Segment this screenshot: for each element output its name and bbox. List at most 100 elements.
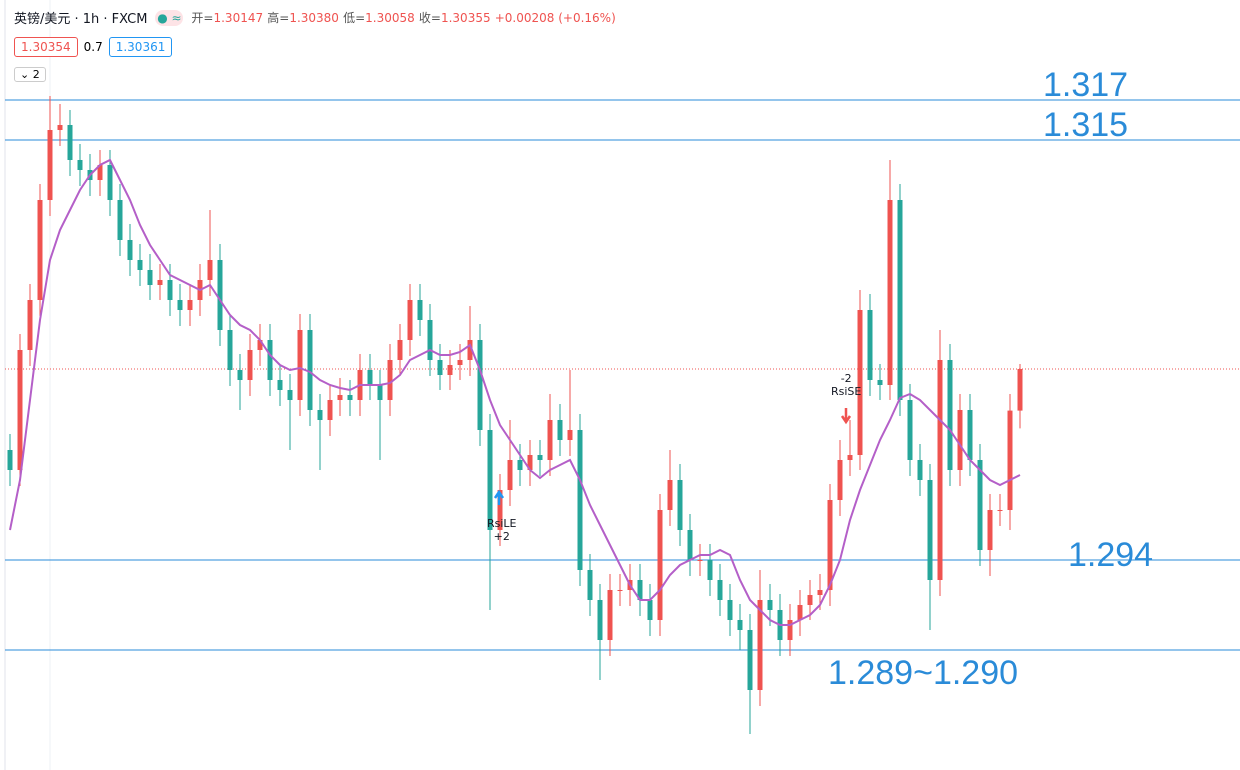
candle-body <box>217 260 223 330</box>
candle-body <box>367 370 373 385</box>
ohlc-value: 1.30058 <box>365 11 415 25</box>
candle-body <box>917 460 923 480</box>
candle-body <box>687 530 693 560</box>
header: 英镑/美元 · 1h · FXCM ● ≈ 开=1.30147 高=1.3038… <box>14 8 616 27</box>
collapse-count: 2 <box>32 68 40 81</box>
candle-body <box>97 165 103 180</box>
candle-body <box>337 395 343 400</box>
signal-qty: -2 <box>840 372 852 385</box>
candle-body <box>157 280 163 285</box>
candle-body <box>817 590 823 595</box>
candle-body <box>767 600 773 610</box>
candle-body <box>957 410 963 470</box>
candle-body <box>977 460 983 550</box>
candle-body <box>457 360 463 365</box>
candle-body <box>77 160 83 170</box>
signal-label: RsiSE <box>831 385 862 398</box>
status-pill[interactable]: ● ≈ <box>155 9 184 26</box>
bid[interactable]: 1.30354 <box>14 37 78 57</box>
collapse-button[interactable]: ⌄ 2 <box>14 67 46 82</box>
symbol: 英镑/美元 · 1h · FXCM <box>14 12 148 27</box>
candle-body <box>117 200 123 240</box>
candle-body <box>397 340 403 360</box>
candle-body <box>497 490 503 530</box>
candle-body <box>887 200 893 385</box>
candle-body <box>267 340 273 380</box>
ohlc-label: 开= <box>191 11 214 25</box>
candle-body <box>587 570 593 600</box>
candle-body <box>727 600 733 620</box>
candle-body <box>47 130 53 200</box>
candle-body <box>657 510 663 620</box>
candle-body <box>717 580 723 600</box>
ask[interactable]: 1.30361 <box>108 37 173 57</box>
level-label: 1.289~1.290 <box>828 654 1018 692</box>
candle-body <box>907 400 913 460</box>
level-label: 1.315 <box>1043 106 1128 144</box>
candle-body <box>557 420 563 440</box>
candle-body <box>797 605 803 620</box>
candle-body <box>207 260 213 280</box>
candle-body <box>487 430 493 530</box>
candle-body <box>67 125 73 160</box>
ohlc: 开=1.30147 高=1.30380 低=1.30058 收=1.30355 … <box>191 9 615 26</box>
moving-average <box>9 158 1021 626</box>
ohlc-value: 1.30380 <box>289 11 339 25</box>
candle-body <box>527 455 533 470</box>
quote-boxes: 1.30354 0.7 1.30361 <box>14 37 173 57</box>
candle-body <box>407 300 413 340</box>
candle-body <box>757 600 763 690</box>
candle-body <box>7 450 13 470</box>
candle-body <box>307 330 313 410</box>
candle-body <box>17 350 23 470</box>
candle-body <box>427 320 433 360</box>
candle-body <box>837 460 843 500</box>
candle-body <box>417 300 423 320</box>
candle-body <box>467 340 473 360</box>
signal-long: RsiLE +2 <box>487 517 517 543</box>
signal-short: -2 RsiSE <box>831 372 861 398</box>
candle-body <box>387 360 393 400</box>
candle-body <box>617 590 623 591</box>
candle-body <box>537 455 543 460</box>
candle-body <box>567 430 573 440</box>
candle-body <box>37 200 43 300</box>
candle-body <box>177 300 183 310</box>
candle-body <box>967 410 973 460</box>
candle-body <box>647 600 653 620</box>
candle-body <box>877 380 883 385</box>
candle-body <box>287 390 293 400</box>
ohlc-label: 收= <box>418 11 441 25</box>
candle-body <box>607 590 613 640</box>
candle-body <box>477 340 483 430</box>
candle-body <box>707 560 713 580</box>
candle-body <box>747 630 753 690</box>
candle-body <box>737 620 743 630</box>
candle-body <box>127 240 133 260</box>
candle-body <box>247 350 253 380</box>
candle-body <box>697 560 703 561</box>
candle-body <box>547 420 553 460</box>
candle-body <box>677 480 683 530</box>
ohlc-value: 1.30147 <box>213 11 264 25</box>
candle-body <box>637 580 643 600</box>
candle-body <box>347 395 353 400</box>
candle-body <box>227 330 233 370</box>
candle-body <box>1007 410 1013 510</box>
candle-body <box>597 600 603 640</box>
candle-body <box>847 455 853 460</box>
candle-body <box>577 430 583 570</box>
candle-body <box>377 385 383 400</box>
ohlc-value: 1.30355 <box>440 11 491 25</box>
signal-label: RsiLE <box>487 517 517 530</box>
candle-body <box>997 510 1003 511</box>
candle-body <box>827 500 833 590</box>
level-label: 1.294 <box>1068 536 1153 574</box>
candle-body <box>857 310 863 455</box>
candle-body <box>257 340 263 350</box>
candle-body <box>297 330 303 400</box>
candle-body <box>237 370 243 380</box>
candle-body <box>57 125 63 130</box>
candle-body <box>927 480 933 580</box>
candle-body <box>447 365 453 375</box>
